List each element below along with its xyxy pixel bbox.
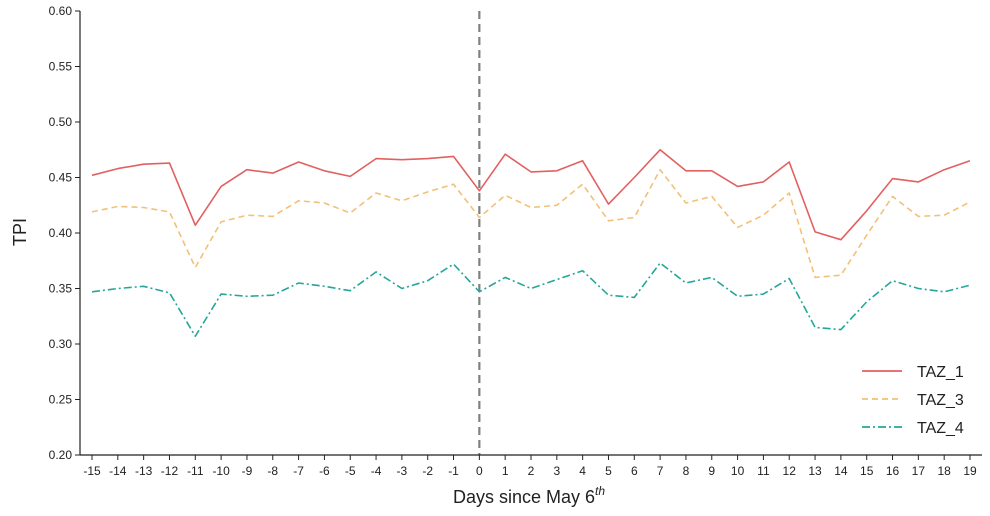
- x-tick-label: -9: [242, 464, 253, 478]
- x-tick-label: 3: [553, 464, 560, 478]
- x-tick-label: -5: [345, 464, 356, 478]
- x-tick-label: -2: [422, 464, 433, 478]
- x-tick-label: -10: [212, 464, 230, 478]
- x-tick-label: -8: [267, 464, 278, 478]
- y-axis-title: TPI: [10, 218, 30, 246]
- x-tick-label: -3: [397, 464, 408, 478]
- y-tick-label: 0.40: [49, 226, 73, 240]
- x-axis-title: Days since May 6th: [453, 484, 605, 507]
- x-tick-label: 18: [937, 464, 951, 478]
- x-tick-label: 13: [808, 464, 822, 478]
- y-tick-label: 0.35: [49, 282, 73, 296]
- x-tick-label: 0: [476, 464, 483, 478]
- x-tick-label: 15: [860, 464, 874, 478]
- x-tick-label: 12: [783, 464, 797, 478]
- plot-area: [91, 11, 971, 455]
- x-tick-label: 14: [834, 464, 848, 478]
- x-axis-title-text: Days since May 6: [453, 487, 595, 507]
- x-tick-label: 6: [631, 464, 638, 478]
- y-tick-label: 0.25: [49, 393, 73, 407]
- y-tick-label: 0.30: [49, 337, 73, 351]
- series-line-taz-1: [91, 149, 971, 241]
- axes: 0.200.250.300.350.400.450.500.550.60-15-…: [49, 4, 982, 478]
- y-tick-label: 0.45: [49, 171, 73, 185]
- x-tick-label: 11: [757, 464, 770, 478]
- legend: TAZ_1 TAZ_3 TAZ_4: [862, 364, 964, 437]
- x-tick-label: -1: [448, 464, 459, 478]
- x-tick-label: 4: [579, 464, 586, 478]
- x-tick-label: -11: [187, 464, 204, 478]
- x-tick-label: -4: [371, 464, 382, 478]
- y-tick-label: 0.50: [49, 115, 73, 129]
- x-tick-label: 16: [886, 464, 900, 478]
- series-line-taz-3: [91, 168, 971, 279]
- x-axis-title-superscript: th: [595, 484, 605, 498]
- x-tick-label: 2: [528, 464, 535, 478]
- x-tick-label: -14: [109, 464, 127, 478]
- y-tick-label: 0.60: [49, 4, 73, 18]
- x-tick-label: -6: [319, 464, 330, 478]
- x-tick-label: 19: [963, 464, 977, 478]
- y-tick-label: 0.55: [49, 60, 73, 74]
- x-tick-label: -15: [83, 464, 101, 478]
- legend-label: TAZ_4: [917, 420, 964, 437]
- series-line-taz-4: [91, 262, 971, 338]
- x-tick-label: -7: [293, 464, 304, 478]
- x-tick-label: 17: [912, 464, 926, 478]
- x-tick-label: 8: [683, 464, 690, 478]
- x-tick-label: 10: [731, 464, 745, 478]
- legend-label: TAZ_3: [917, 392, 964, 409]
- x-tick-label: -13: [135, 464, 153, 478]
- x-tick-label: -12: [161, 464, 179, 478]
- y-tick-label: 0.20: [49, 448, 73, 462]
- x-tick-label: 5: [605, 464, 612, 478]
- legend-label: TAZ_1: [917, 364, 964, 381]
- x-tick-label: 9: [708, 464, 715, 478]
- x-tick-label: 1: [502, 464, 509, 478]
- x-tick-label: 7: [657, 464, 664, 478]
